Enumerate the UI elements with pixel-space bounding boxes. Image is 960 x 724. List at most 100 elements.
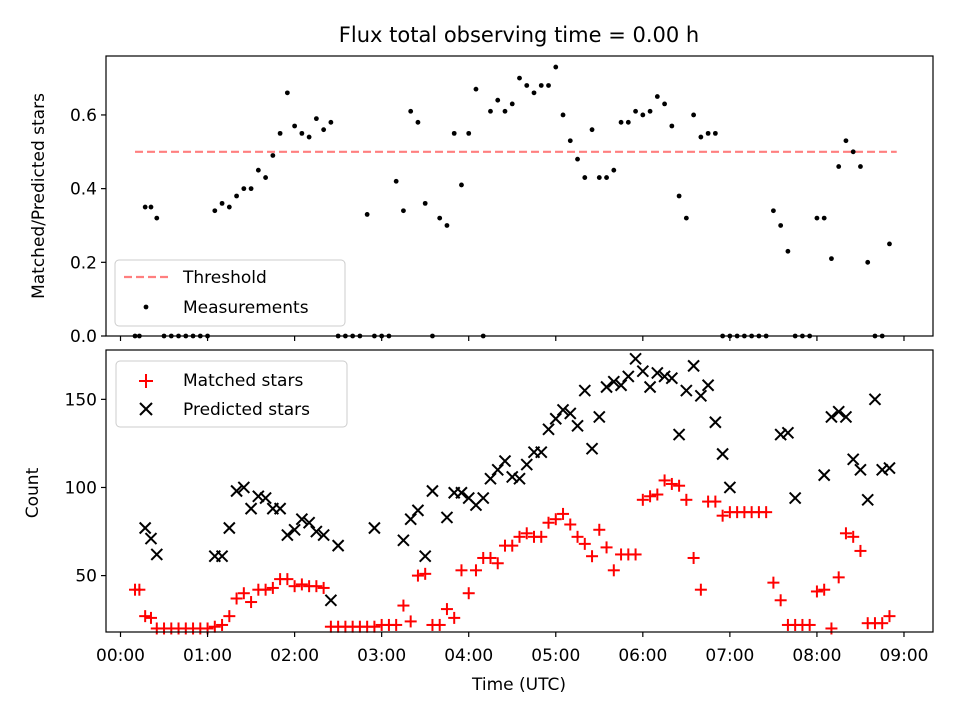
matched-stars-point [419,567,432,580]
measurement-point [502,108,508,114]
predicted-stars-point [331,539,345,552]
threshold-legend-label: Threshold [182,268,267,288]
measurement-point [553,64,559,70]
matched-stars-point [139,610,152,623]
measurement-point [313,116,319,122]
matched-stars-point [876,617,889,630]
predicted-stars-point [614,379,628,392]
bottom-x-tick-label: 05:00 [531,646,580,666]
measurement-point [401,208,406,214]
matched-stars-point [709,495,722,508]
predicted-stars-point [520,458,533,471]
matched-stars-point [673,479,686,492]
measurement-point [299,130,305,136]
matched-stars-point [600,541,613,554]
top-axes-frame [105,55,934,337]
predicted-stars-point [288,523,301,536]
measurement-point [444,223,450,228]
measurement-point [843,138,849,144]
matched-stars-point [448,611,461,624]
measurement-point [415,119,421,125]
measurement-point [691,112,697,118]
predicted-stars-point [665,371,679,385]
predicted-stars-point [252,490,265,503]
bottom-x-tick-label: 03:00 [357,646,406,666]
predicted-stars-point [426,484,439,498]
measurement-point [850,149,856,155]
bottom-x-tick-label: 02:00 [270,646,319,666]
predicted-stars-point [861,493,874,507]
matched-stars-point [397,599,410,612]
matched-stars-point [259,583,272,596]
matched-stars-point [571,530,584,543]
measurement-point [858,164,863,169]
measurement-point [328,119,334,125]
predicted-stars-point [832,405,845,418]
matched-stars-point [774,594,787,607]
matched-stars-point [687,551,700,564]
measurement-point [393,178,399,184]
bottom-x-tick-label: 09:00 [879,646,928,666]
predicted-stars-point [317,528,330,542]
measurement-point [241,186,247,192]
predicted-stars-point [144,532,158,545]
predicted-stars-point [477,491,490,505]
matched-stars-legend-label: Matched stars [183,371,303,391]
bottom-x-axis-label: Time (UTC) [471,675,566,695]
measurements-legend-label: Measurements [183,298,309,318]
matched-stars-point [854,544,867,557]
measurement-point [785,248,791,254]
bottom-y-tick-label: 100 [65,478,97,498]
predicted-stars-point [876,463,889,477]
measurement-point [887,241,892,247]
matched-stars-point [295,578,308,591]
top-legend: Threshold Measurements [114,259,346,327]
measurement-point [647,108,653,114]
predicted-stars-legend-label: Predicted stars [183,400,310,420]
matched-stars-point [455,564,468,577]
matched-stars-point [803,618,816,631]
matched-stars-point [636,493,649,506]
matched-stars-point [847,530,860,543]
matched-stars-point [578,537,591,550]
matched-stars-point [208,620,221,633]
matched-stars-point [557,507,570,520]
matched-stars-point [607,564,620,577]
matched-stars-point [549,513,562,526]
predicted-stars-point [781,426,795,440]
matched-stars-point [506,539,519,552]
measurement-point [255,167,261,173]
measurement-point [459,182,464,188]
predicted-stars-point [498,454,512,468]
measurement-point [611,167,617,173]
matched-stars-point [144,611,157,624]
predicted-stars-point [138,521,152,535]
matched-stars-point [586,550,599,563]
measurement-point [560,112,566,118]
predicted-stars-point [295,512,309,526]
predicted-stars-point [491,463,504,477]
predicted-stars-point [868,393,882,406]
measurement-point [509,101,515,107]
predicted-stars-point [549,412,562,425]
measurement-point [234,193,239,199]
predicted-stars-point [680,384,693,397]
measurement-point [451,130,457,136]
measurement-point [306,134,312,140]
measurement-point [814,215,820,221]
matched-stars-point [535,530,548,543]
matched-stars-point [839,527,852,540]
matched-stars-point [411,569,424,582]
matched-stars-point [237,587,250,600]
bottom-x-tick-label: 04:00 [444,646,493,666]
measurement-point [364,212,370,217]
predicted-stars-point [622,370,635,383]
predicted-stars-point [404,512,417,526]
measurement-point [538,83,544,88]
measurement-point [495,97,501,103]
predicted-stars-point [302,516,316,529]
bottom-y-tick-label: 150 [65,390,97,410]
predicted-stars-point [273,502,287,515]
measurement-point [284,90,290,96]
